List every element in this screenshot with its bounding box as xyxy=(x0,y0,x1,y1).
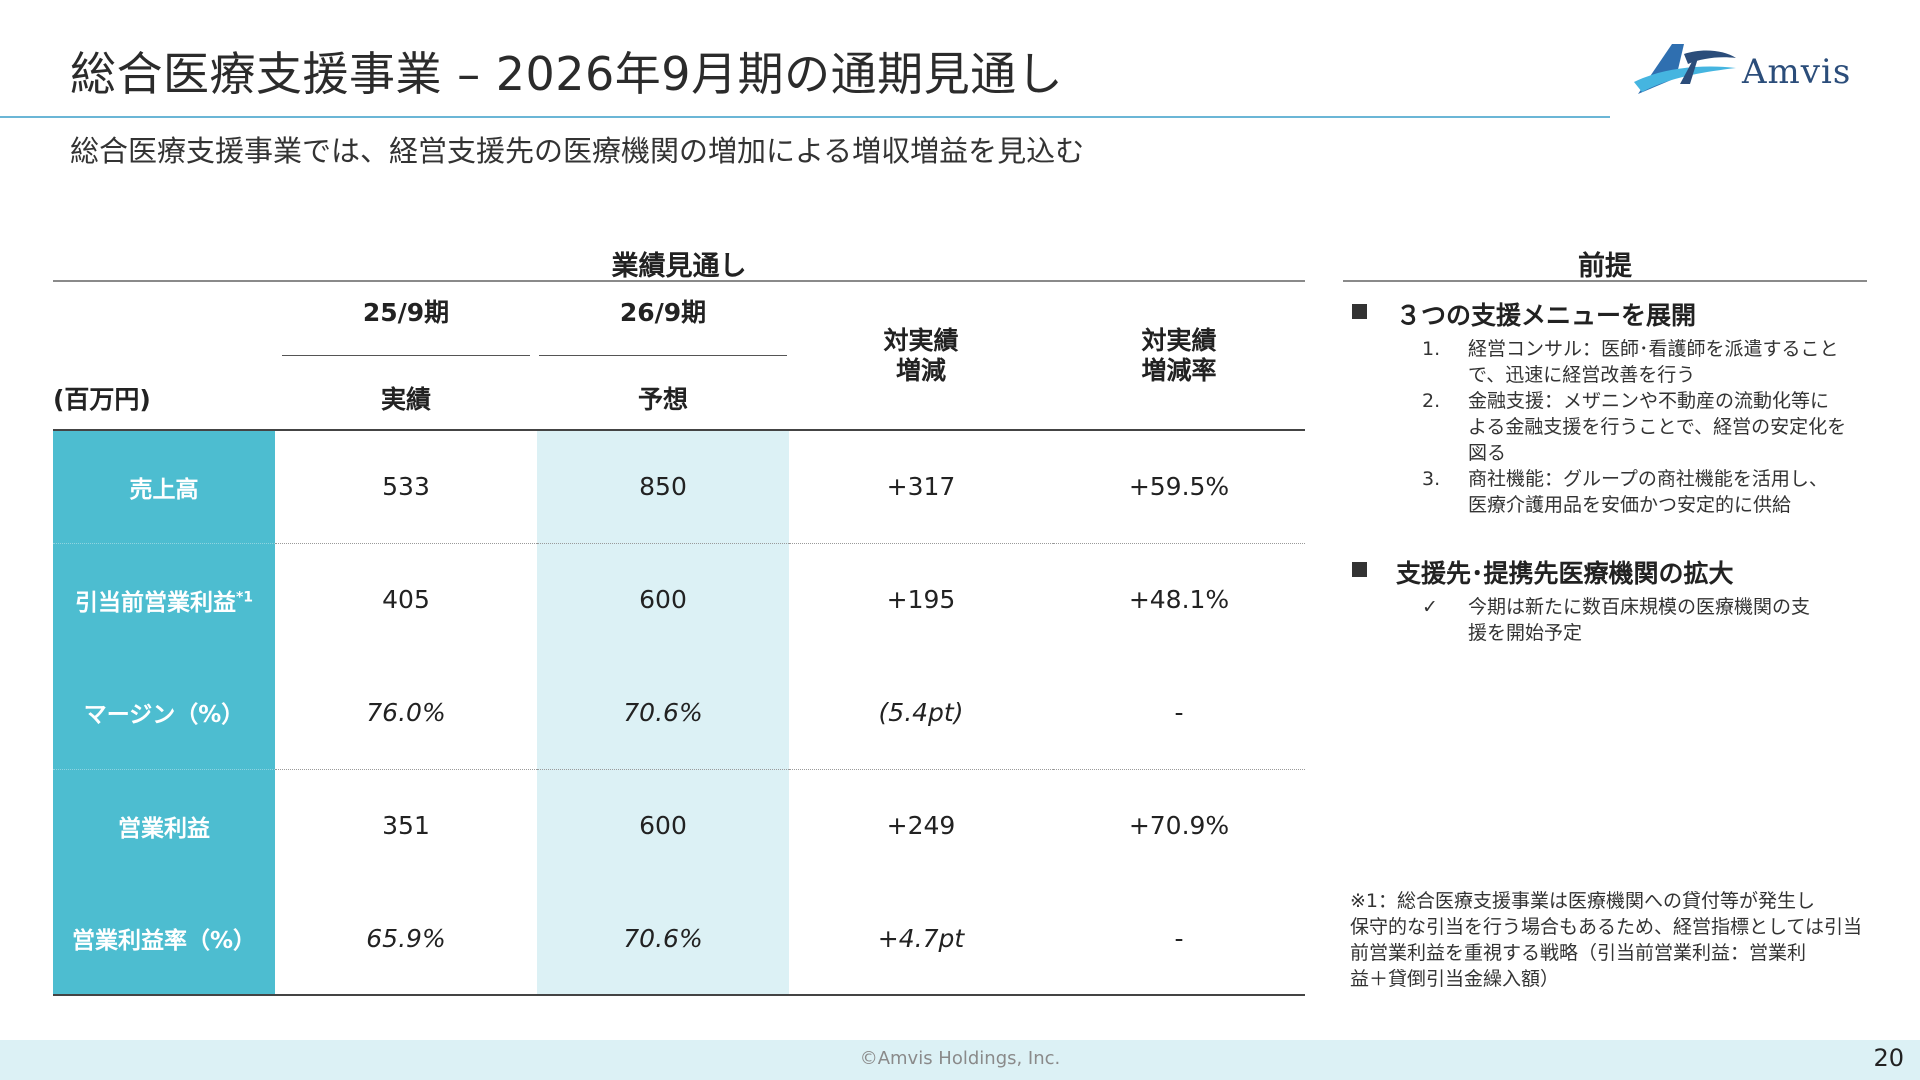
table-row-sales: 売上高 533 850 +317 +59.5% xyxy=(53,430,1305,544)
square-bullet-icon xyxy=(1352,304,1367,319)
square-bullet-icon xyxy=(1352,562,1367,577)
premise-section-title: 支援先･提携先医療機関の拡大 xyxy=(1350,554,1870,590)
title-divider xyxy=(0,116,1610,118)
cell-actual: 533 xyxy=(275,430,537,544)
premises-heading-rule xyxy=(1343,280,1867,282)
cell-change: +317 xyxy=(789,430,1053,544)
copyright: ©Amvis Holdings, Inc. xyxy=(859,1048,1061,1069)
list-item: 1. 経営コンサル：医師･看護師を派遣すること で、迅速に経営改善を行う xyxy=(1422,338,1839,386)
list-item: 3. 商社機能：グループの商社機能を活用し、 医療介護用品を安価かつ安定的に供給 xyxy=(1422,468,1828,516)
cell-actual: 65.9% xyxy=(275,882,537,996)
col-rate-header: 対実績 増減率 xyxy=(1053,282,1305,431)
table-row-operating-margin: 営業利益率（%） 65.9% 70.6% +4.7pt - xyxy=(53,882,1305,996)
cell-actual: 351 xyxy=(382,811,430,841)
col-change-header: 対実績 増減 xyxy=(789,282,1053,431)
table-row-margin: マージン（%） 76.0% 70.6% (5.4pt) - xyxy=(53,656,1305,770)
cell-change: (5.4pt) xyxy=(789,656,1053,770)
period-actual: 25/9期 xyxy=(282,293,530,356)
period-forecast: 26/9期 xyxy=(539,293,787,356)
cell-rate: - xyxy=(1053,882,1305,996)
check-icon: ✓ xyxy=(1422,596,1438,618)
logo-text: Amvis xyxy=(1742,52,1852,92)
table-row-pre-provision-profit: 引当前営業利益*1 405 600 +195 +48.1% xyxy=(53,543,1305,656)
cell-change: +249 xyxy=(886,811,956,841)
premises-panel: ３つの支援メニューを展開 1. 経営コンサル：医師･看護師を派遣すること で、迅… xyxy=(1350,296,1870,646)
page-number: 20 xyxy=(1873,1044,1904,1072)
cell-rate: +70.9% xyxy=(1128,811,1230,841)
table-row-operating-profit: 営業利益 351 600 +249 +70.9% xyxy=(53,769,1305,882)
cell-actual: 76.0% xyxy=(275,656,537,770)
sub-forecast: 予想 xyxy=(537,366,789,431)
amvis-logo-icon xyxy=(1634,44,1736,94)
row-label: マージン（%） xyxy=(53,656,275,770)
performance-table: 25/9期 26/9期 対実績 増減 対実績 増減率 (百万円) 実績 予想 売… xyxy=(53,282,1305,996)
row-label: 引当前営業利益*1 xyxy=(53,543,275,656)
performance-heading-rule xyxy=(53,280,1305,282)
cell-change: +4.7pt xyxy=(789,882,1053,996)
cell-rate: +59.5% xyxy=(1053,430,1305,544)
cell-actual: 405 xyxy=(382,585,430,615)
partner-expansion-list: ✓ 今期は新たに数百床規模の医療機関の支 援を開始予定 xyxy=(1350,594,1870,646)
sub-header-row: (百万円) 実績 予想 xyxy=(53,366,1305,431)
unit-label: (百万円) xyxy=(53,366,275,431)
footnote-marker: *1 xyxy=(235,589,254,606)
cell-forecast: 70.6% xyxy=(537,882,789,996)
performance-heading: 業績見通し xyxy=(611,251,747,282)
slide-title: 総合医療支援事業 – 2026年9月期の通期見通し xyxy=(70,47,1064,101)
footer-bar xyxy=(0,1040,1920,1080)
slide-subtitle: 総合医療支援事業では、経営支援先の医療機関の増加による増収増益を見込む xyxy=(70,134,1085,168)
list-item: 2. 金融支援：メザニンや不動産の流動化等に よる金融支援を行うことで、経営の安… xyxy=(1422,390,1847,464)
support-menu-list: 1. 経営コンサル：医師･看護師を派遣すること で、迅速に経営改善を行う 2. … xyxy=(1350,336,1870,518)
cell-forecast: 850 xyxy=(537,430,789,544)
row-label: 売上高 xyxy=(53,430,275,544)
cell-forecast: 600 xyxy=(537,543,789,656)
list-item: ✓ 今期は新たに数百床規模の医療機関の支 援を開始予定 xyxy=(1422,596,1811,644)
footnote: ※1：総合医療支援事業は医療機関への貸付等が発生し 保守的な引当を行う場合もある… xyxy=(1350,890,1863,990)
period-header-row: 25/9期 26/9期 対実績 増減 対実績 増減率 xyxy=(53,282,1305,431)
cell-forecast: 70.6% xyxy=(537,656,789,770)
cell-change: +195 xyxy=(886,585,956,615)
cell-forecast: 600 xyxy=(537,769,789,882)
row-label: 営業利益 xyxy=(53,769,275,882)
cell-rate: +48.1% xyxy=(1128,585,1230,615)
sub-actual: 実績 xyxy=(275,366,537,431)
premises-heading: 前提 xyxy=(1578,251,1632,282)
premise-section-title: ３つの支援メニューを展開 xyxy=(1350,296,1870,332)
row-label: 営業利益率（%） xyxy=(53,882,275,996)
cell-rate: - xyxy=(1053,656,1305,770)
